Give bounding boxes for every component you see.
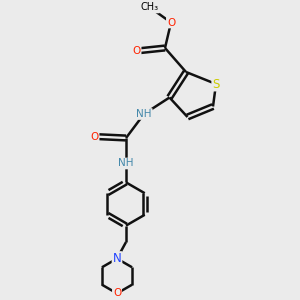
Text: O: O <box>113 288 121 298</box>
Text: NH: NH <box>118 158 134 169</box>
Text: N: N <box>112 252 122 265</box>
Text: O: O <box>167 17 175 28</box>
Text: O: O <box>90 131 99 142</box>
Text: O: O <box>132 46 141 56</box>
Text: S: S <box>212 77 220 91</box>
Text: NH: NH <box>136 109 152 119</box>
Text: CH₃: CH₃ <box>141 2 159 13</box>
